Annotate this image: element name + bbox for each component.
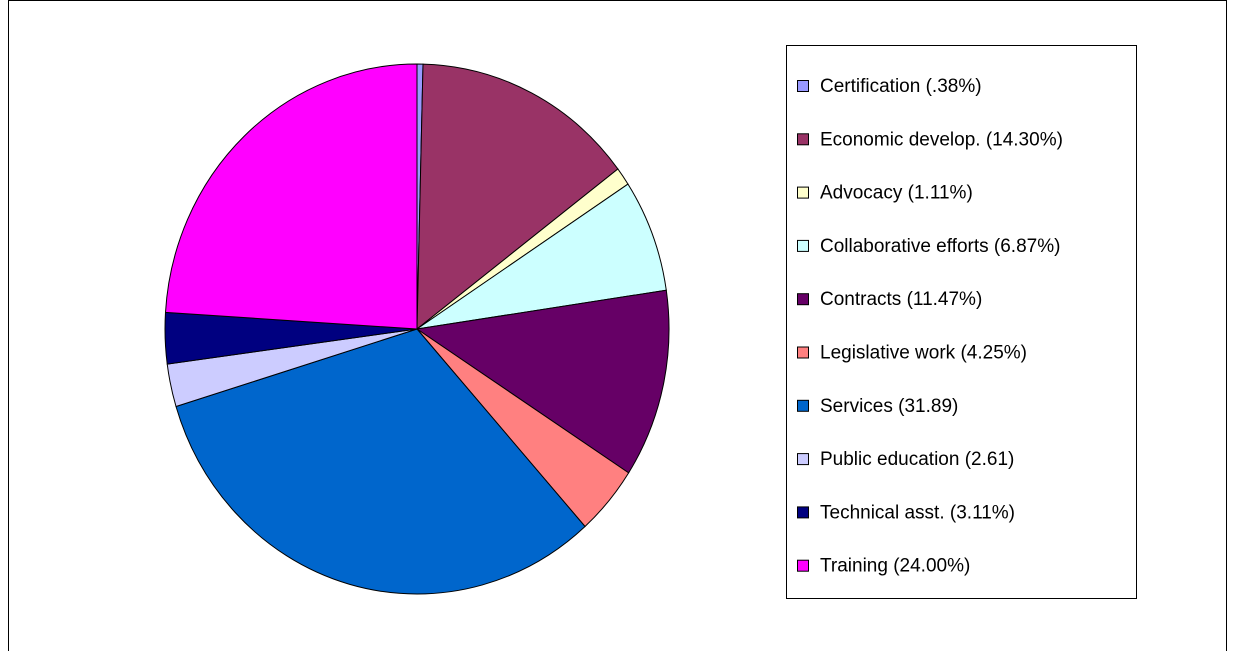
legend-label: Technical asst. (3.11%) <box>820 502 1015 523</box>
legend-box <box>786 45 1137 599</box>
pie-slice <box>416 183 667 330</box>
legend-label: Contracts (11.47%) <box>820 289 982 310</box>
pie-slice <box>416 63 619 331</box>
legend-swatch <box>797 559 809 572</box>
legend-label: Economic develop. (14.30%) <box>820 129 1063 150</box>
legend-swatch <box>797 80 809 92</box>
legend-swatch <box>797 399 809 412</box>
pie-slice <box>415 289 670 474</box>
legend-label: Certification (.38%) <box>820 76 982 97</box>
legend-swatch <box>797 346 809 359</box>
legend-label: Collaborative efforts (6.87%) <box>820 236 1060 257</box>
legend-label: Advocacy (1.11%) <box>820 183 973 204</box>
legend-swatch <box>797 293 809 306</box>
legend-swatch <box>797 239 809 252</box>
pie-slice <box>164 63 418 330</box>
legend-label: Legislative work (4.25%) <box>820 343 1027 364</box>
legend-label: Services (31.89) <box>820 396 958 417</box>
legend-label: Public education (2.61) <box>820 449 1014 470</box>
pie-slice <box>175 328 586 595</box>
legend-swatch <box>797 506 809 519</box>
legend-label: Training (24.00%) <box>820 556 970 577</box>
legend-swatch <box>797 453 809 466</box>
legend-swatch <box>797 186 809 199</box>
legend-swatch <box>797 133 809 146</box>
